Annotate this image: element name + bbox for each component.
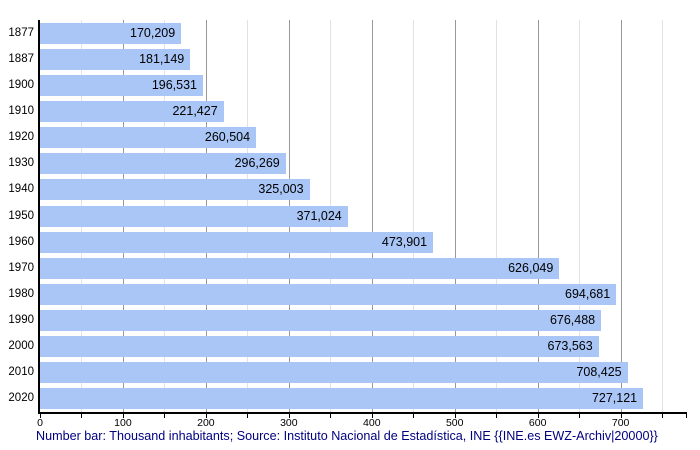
y-axis-label: 1887 (8, 52, 34, 65)
x-axis-tick (454, 414, 456, 418)
bar-value-label: 196,531 (151, 77, 198, 92)
bar-value-label: 676,488 (549, 313, 596, 328)
x-axis-tick (288, 414, 290, 418)
x-axis-tick-label: 400 (363, 417, 381, 429)
y-axis-label: 1960 (8, 235, 34, 248)
gridline-minor (579, 20, 581, 412)
y-axis-label: 1910 (8, 105, 34, 117)
bar: 371,024 (40, 205, 348, 227)
gridline-major (537, 20, 539, 412)
bar: 708,425 (40, 362, 628, 384)
y-axis-label: 2000 (8, 340, 34, 353)
bar-value-label: 694,681 (565, 286, 611, 301)
x-axis-tick-label: 200 (197, 417, 215, 429)
chart-caption: Number bar: Thousand inhabitants; Source… (36, 429, 658, 443)
bar: 676,488 (40, 310, 602, 332)
y-axis-label: 1970 (8, 261, 34, 274)
x-axis-tick-label: 600 (528, 417, 547, 429)
bar: 221,427 (40, 101, 224, 122)
bar: 626,049 (40, 257, 560, 279)
gridline-minor (496, 20, 498, 412)
x-axis-tick (247, 414, 249, 418)
bar-value-label: 260,504 (204, 130, 251, 145)
x-axis-tick (537, 414, 539, 418)
bar: 727,121 (40, 388, 644, 410)
bar: 170,209 (40, 22, 182, 44)
gridline-major (454, 20, 456, 412)
x-axis-line (38, 412, 687, 414)
bar-value-label: 626,049 (508, 260, 554, 275)
bar: 473,901 (40, 231, 434, 253)
bar-value-label: 170,209 (130, 25, 176, 40)
bar-value-label: 325,003 (258, 182, 304, 197)
y-axis-label: 1877 (8, 26, 34, 39)
y-axis-label: 2020 (8, 392, 34, 405)
x-axis-tick (330, 414, 332, 418)
bar-value-label: 727,121 (591, 391, 638, 406)
y-axis-label: 1930 (8, 157, 34, 170)
bar: 694,681 (40, 283, 617, 305)
gridline-minor (413, 20, 415, 412)
x-axis-tick (371, 414, 373, 418)
bar-value-label: 296,269 (234, 156, 280, 171)
x-axis-tick (413, 414, 415, 418)
x-axis-tick (40, 414, 41, 418)
gridline-major (620, 20, 622, 412)
x-axis-tick-label: 700 (611, 417, 630, 429)
x-axis-tick (81, 414, 83, 418)
y-axis-label: 1950 (8, 209, 34, 222)
x-axis-tick (122, 414, 124, 418)
x-axis-tick (662, 414, 664, 418)
x-axis-tick (579, 414, 581, 418)
y-axis-label: 1900 (8, 78, 34, 91)
gridline-minor (662, 20, 664, 412)
x-axis-tick-label: 300 (280, 417, 298, 429)
bar-value-label: 473,901 (381, 234, 428, 249)
bar-value-label: 221,427 (172, 104, 218, 118)
bar-value-label: 371,024 (296, 208, 342, 223)
bar-value-label: 673,563 (547, 339, 593, 354)
x-axis-tick (620, 414, 622, 418)
gridline-major (371, 20, 373, 412)
plot-area: 170,209 181,149 196,531 221,427 260,504 296,2… (38, 20, 687, 414)
bar: 673,563 (40, 336, 599, 358)
x-axis-tick-label: 100 (114, 417, 132, 429)
bar: 181,149 (40, 48, 191, 70)
y-axis-line (38, 20, 40, 414)
x-axis-tick (496, 414, 498, 418)
x-axis-tick-label: 500 (445, 417, 464, 429)
bar: 296,269 (40, 153, 286, 175)
bar: 260,504 (40, 127, 257, 149)
bar: 196,531 (40, 74, 204, 96)
y-axis-label: 1990 (8, 314, 34, 327)
y-axis-label: 1980 (8, 287, 34, 300)
y-axis-label: 1920 (8, 131, 34, 144)
x-axis-tick-label: 0 (37, 417, 43, 429)
y-axis-label: 1940 (8, 183, 34, 196)
x-axis-tick (686, 414, 687, 418)
bar-value-label: 708,425 (576, 365, 622, 380)
y-axis-label: 2010 (8, 366, 34, 379)
bar-value-label: 181,149 (139, 51, 185, 66)
x-axis-tick (164, 414, 166, 418)
bar: 325,003 (40, 179, 310, 201)
x-axis-tick (205, 414, 207, 418)
